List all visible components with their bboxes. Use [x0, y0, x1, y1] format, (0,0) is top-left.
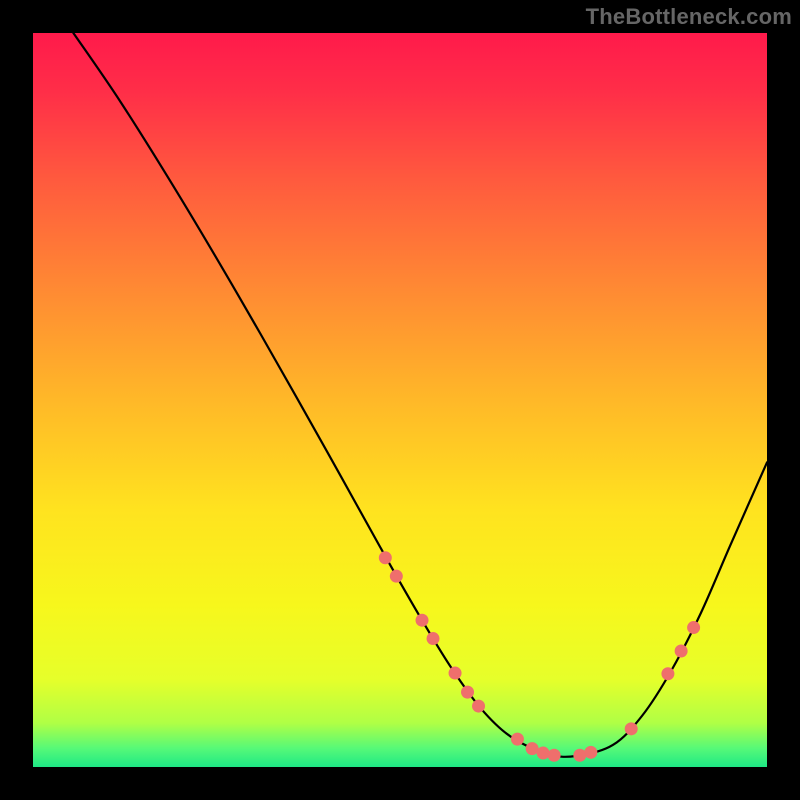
bottleneck-curve [73, 33, 767, 757]
marker-dot [661, 667, 674, 680]
marker-dot [390, 570, 403, 583]
curve-markers [379, 551, 700, 761]
marker-dot [687, 621, 700, 634]
marker-dot [537, 747, 550, 760]
marker-dot [675, 645, 688, 658]
marker-dot [427, 632, 440, 645]
watermark-text: TheBottleneck.com [586, 4, 792, 30]
marker-dot [416, 614, 429, 627]
marker-dot [379, 551, 392, 564]
marker-dot [625, 722, 638, 735]
marker-dot [584, 746, 597, 759]
marker-dot [449, 667, 462, 680]
plot-area [33, 33, 767, 767]
marker-dot [461, 686, 474, 699]
marker-dot [573, 749, 586, 762]
chart-container: TheBottleneck.com [0, 0, 800, 800]
marker-dot [511, 733, 524, 746]
marker-dot [548, 749, 561, 762]
curve-layer [33, 33, 767, 767]
marker-dot [472, 700, 485, 713]
